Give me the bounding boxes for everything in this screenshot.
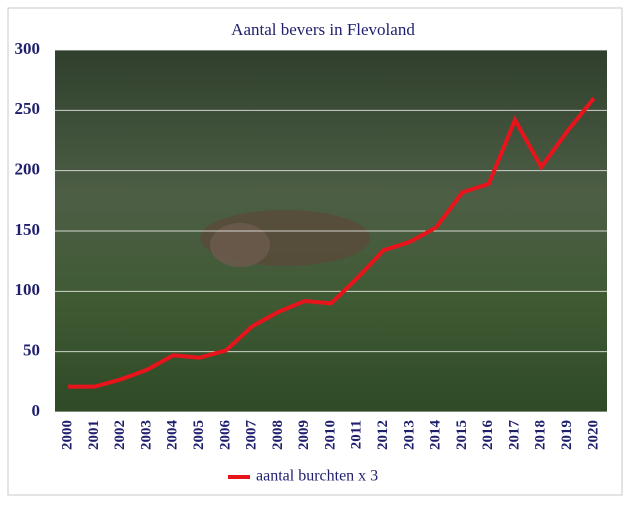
chart-title: Aantal bevers in Flevoland xyxy=(231,20,415,39)
x-tick-label: 2002 xyxy=(112,420,128,450)
x-tick-label: 2001 xyxy=(86,420,102,450)
x-tick-label: 2014 xyxy=(428,420,444,451)
y-tick-label: 150 xyxy=(15,220,41,239)
x-tick-label: 2018 xyxy=(533,420,549,450)
data-line xyxy=(68,97,596,389)
x-tick-label: 2012 xyxy=(375,420,391,450)
y-tick-label: 300 xyxy=(15,39,41,58)
y-tick-label: 100 xyxy=(15,280,41,299)
x-tick-label: 2017 xyxy=(506,420,522,451)
y-tick-label: 0 xyxy=(32,401,41,420)
x-tick-label: 2008 xyxy=(270,420,286,450)
x-tick-label: 2007 xyxy=(244,420,260,451)
x-tick-label: 2013 xyxy=(401,420,417,450)
y-tick-label: 250 xyxy=(15,99,41,118)
x-tick-label: 2004 xyxy=(165,420,181,451)
x-tick-label: 2009 xyxy=(296,420,312,450)
x-tick-label: 2010 xyxy=(322,420,338,450)
legend-label: aantal burchten x 3 xyxy=(256,468,378,485)
x-tick-label: 2003 xyxy=(138,420,154,450)
x-tick-label: 2000 xyxy=(60,420,76,450)
photo-detail xyxy=(210,223,270,267)
x-tick-label: 2016 xyxy=(480,420,496,451)
x-tick-label: 2015 xyxy=(454,420,470,450)
x-tick-label: 2005 xyxy=(191,420,207,450)
x-tick-label: 2019 xyxy=(559,420,575,450)
y-tick-label: 50 xyxy=(23,341,40,360)
x-tick-label: 2011 xyxy=(349,420,365,449)
x-tick-label: 2006 xyxy=(217,420,233,451)
y-tick-label: 200 xyxy=(15,160,41,179)
x-tick-label: 2020 xyxy=(585,420,601,450)
